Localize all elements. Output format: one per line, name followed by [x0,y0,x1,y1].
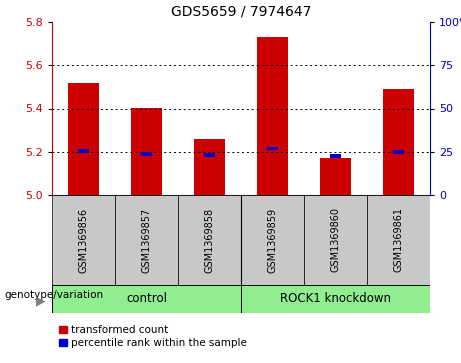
Legend: transformed count, percentile rank within the sample: transformed count, percentile rank withi… [57,323,248,350]
Text: GSM1369858: GSM1369858 [205,207,214,273]
Bar [141,152,152,156]
Bar [52,195,115,285]
Text: GSM1369859: GSM1369859 [267,207,278,273]
Text: GSM1369856: GSM1369856 [78,207,89,273]
Bar [241,195,304,285]
Bar [367,195,430,285]
Bar [78,149,89,152]
Text: GSM1369860: GSM1369860 [331,208,341,273]
Bar [393,150,404,154]
Bar [178,195,241,285]
Bar [320,158,351,195]
Bar [257,37,288,195]
Text: GSM1369857: GSM1369857 [142,207,152,273]
Text: control: control [126,293,167,306]
Bar [330,154,341,158]
Bar [68,82,99,195]
Bar [194,139,225,195]
Bar [267,147,278,150]
Bar [52,285,241,313]
Bar [241,285,430,313]
Text: ▶: ▶ [35,294,45,307]
Bar [383,89,414,195]
Text: genotype/variation: genotype/variation [5,290,104,300]
Bar [204,153,215,157]
Bar [131,109,162,195]
Title: GDS5659 / 7974647: GDS5659 / 7974647 [171,4,311,18]
Text: ROCK1 knockdown: ROCK1 knockdown [280,293,391,306]
Text: GSM1369861: GSM1369861 [394,208,403,273]
Bar [115,195,178,285]
Bar [304,195,367,285]
